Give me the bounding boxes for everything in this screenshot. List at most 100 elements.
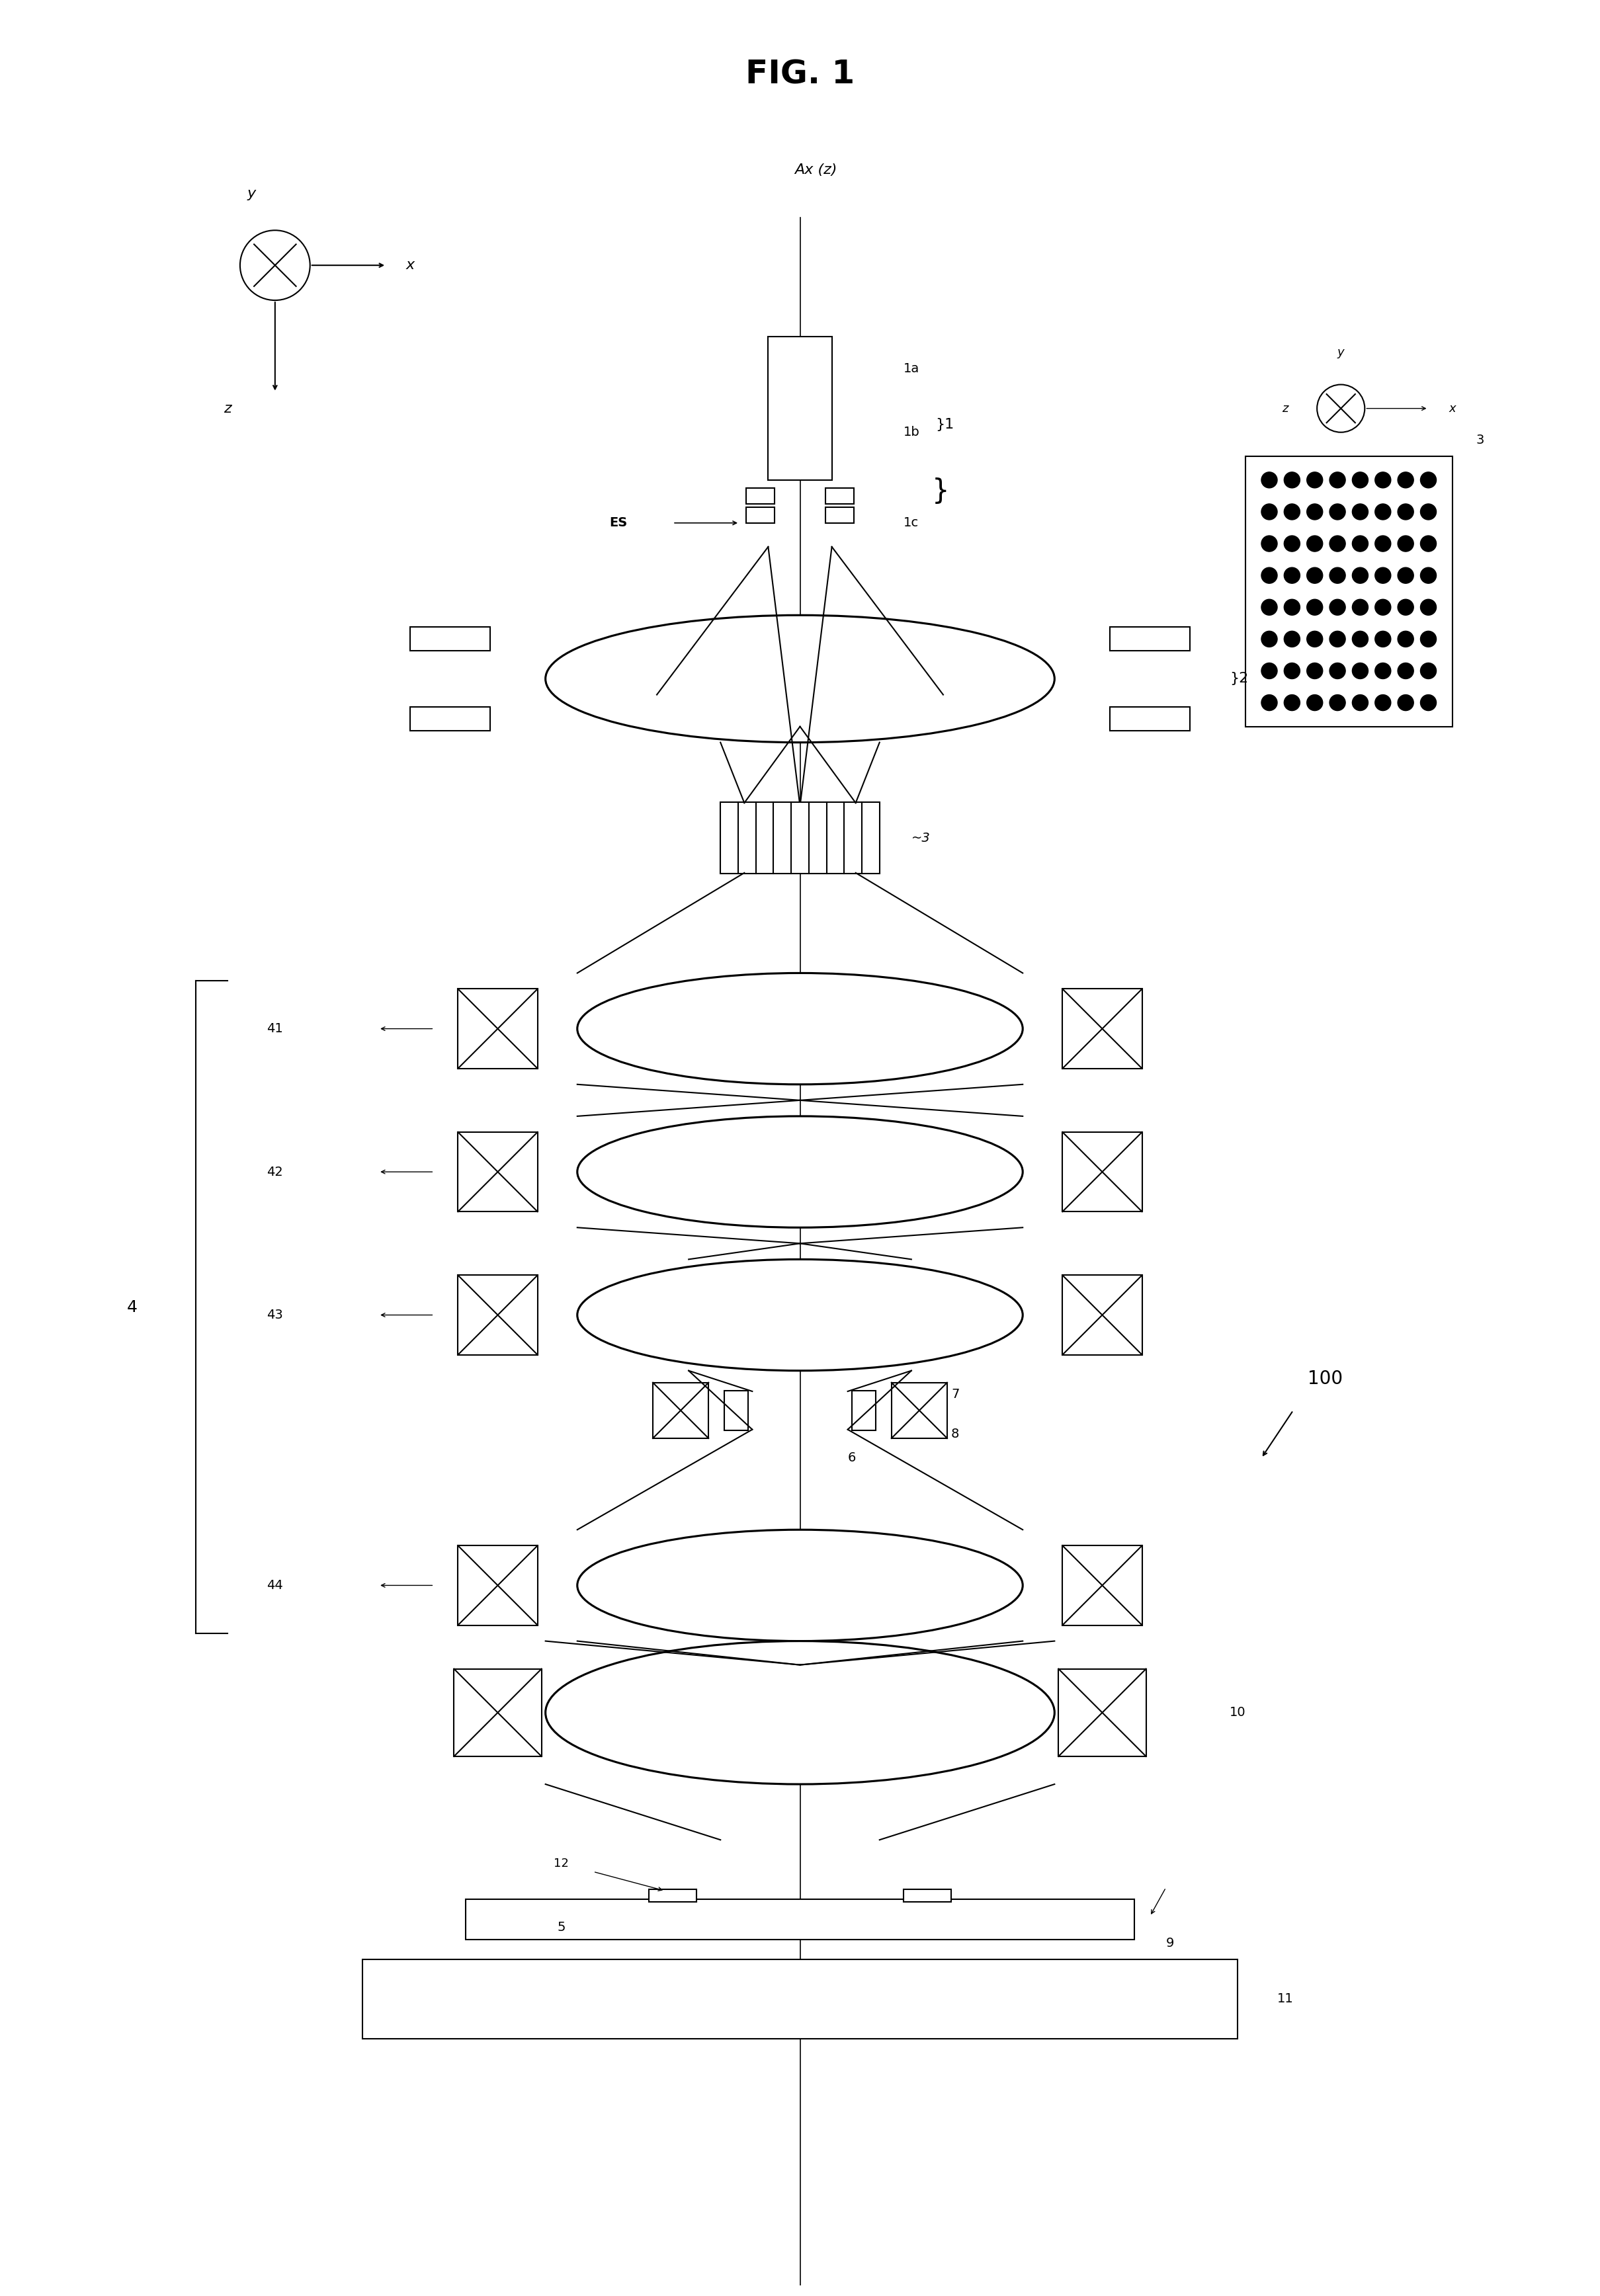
Circle shape xyxy=(1421,664,1437,680)
Circle shape xyxy=(1421,473,1437,489)
Circle shape xyxy=(1261,696,1277,712)
Circle shape xyxy=(1352,599,1368,615)
Circle shape xyxy=(1398,696,1413,712)
Circle shape xyxy=(1261,535,1277,551)
Circle shape xyxy=(1330,535,1346,551)
Text: 41: 41 xyxy=(267,1022,283,1035)
Text: y: y xyxy=(246,186,256,200)
Circle shape xyxy=(1261,503,1277,519)
Bar xyxy=(1059,1669,1146,1756)
Bar xyxy=(454,1669,541,1756)
Bar xyxy=(826,507,854,523)
Bar xyxy=(1110,627,1190,652)
Circle shape xyxy=(1374,696,1390,712)
Circle shape xyxy=(1330,567,1346,583)
Circle shape xyxy=(1352,473,1368,489)
Bar xyxy=(1245,457,1453,726)
Bar xyxy=(410,627,490,652)
Circle shape xyxy=(1421,535,1437,551)
Circle shape xyxy=(1330,664,1346,680)
Circle shape xyxy=(1330,696,1346,712)
Circle shape xyxy=(1398,473,1413,489)
Bar xyxy=(1062,1132,1142,1212)
Text: y: y xyxy=(1338,347,1344,358)
Bar xyxy=(826,489,854,503)
Text: 100: 100 xyxy=(1307,1368,1342,1387)
Text: Ax (z): Ax (z) xyxy=(795,163,837,177)
Circle shape xyxy=(1374,631,1390,647)
Text: z: z xyxy=(1282,402,1288,413)
Text: 6: 6 xyxy=(848,1451,856,1465)
Circle shape xyxy=(1285,599,1299,615)
Bar xyxy=(1110,707,1190,730)
Circle shape xyxy=(1285,664,1299,680)
Circle shape xyxy=(1374,567,1390,583)
Text: 42: 42 xyxy=(267,1166,283,1178)
Text: 3: 3 xyxy=(1477,434,1485,445)
Bar xyxy=(650,1890,696,1901)
Circle shape xyxy=(1307,567,1323,583)
Ellipse shape xyxy=(578,1116,1022,1228)
Circle shape xyxy=(1398,664,1413,680)
Circle shape xyxy=(1352,567,1368,583)
Circle shape xyxy=(1261,473,1277,489)
Text: ES: ES xyxy=(610,517,627,528)
Text: 8: 8 xyxy=(950,1428,960,1440)
Circle shape xyxy=(1285,696,1299,712)
Circle shape xyxy=(1398,567,1413,583)
Ellipse shape xyxy=(578,974,1022,1084)
Text: }1: }1 xyxy=(936,418,954,432)
Circle shape xyxy=(1421,696,1437,712)
Text: 4: 4 xyxy=(126,1300,138,1316)
Circle shape xyxy=(1330,631,1346,647)
Circle shape xyxy=(1307,473,1323,489)
Circle shape xyxy=(1398,535,1413,551)
Circle shape xyxy=(1285,535,1299,551)
Text: 12: 12 xyxy=(554,1857,570,1869)
Bar xyxy=(720,801,880,875)
Ellipse shape xyxy=(578,1258,1022,1371)
Circle shape xyxy=(1352,664,1368,680)
Text: x: x xyxy=(1448,402,1456,413)
Text: 11: 11 xyxy=(1277,1993,1294,2004)
Circle shape xyxy=(1330,503,1346,519)
Circle shape xyxy=(1374,503,1390,519)
Circle shape xyxy=(1352,535,1368,551)
Circle shape xyxy=(1421,599,1437,615)
Circle shape xyxy=(1285,631,1299,647)
Bar xyxy=(410,707,490,730)
Text: ~3: ~3 xyxy=(912,831,930,845)
Text: }: } xyxy=(933,478,949,505)
Circle shape xyxy=(1261,599,1277,615)
Circle shape xyxy=(1398,599,1413,615)
Text: 43: 43 xyxy=(267,1309,283,1320)
Circle shape xyxy=(1261,664,1277,680)
Text: }2: }2 xyxy=(1229,673,1248,687)
Bar xyxy=(458,1274,538,1355)
Text: 1b: 1b xyxy=(904,427,920,439)
Text: 7: 7 xyxy=(950,1389,960,1401)
Bar xyxy=(466,1899,1134,1940)
Bar xyxy=(458,1132,538,1212)
Circle shape xyxy=(1421,631,1437,647)
Circle shape xyxy=(1374,664,1390,680)
Bar xyxy=(1062,990,1142,1068)
Circle shape xyxy=(1352,696,1368,712)
Text: 1c: 1c xyxy=(904,517,918,528)
Circle shape xyxy=(1261,567,1277,583)
Text: FIG. 1: FIG. 1 xyxy=(746,60,854,90)
Circle shape xyxy=(1307,599,1323,615)
Bar xyxy=(904,1890,950,1901)
Text: 44: 44 xyxy=(267,1580,283,1591)
Circle shape xyxy=(1398,631,1413,647)
Bar xyxy=(768,338,832,480)
Ellipse shape xyxy=(546,615,1054,742)
Circle shape xyxy=(1307,696,1323,712)
Circle shape xyxy=(1398,503,1413,519)
Text: 9: 9 xyxy=(1166,1938,1174,1949)
Ellipse shape xyxy=(578,1529,1022,1642)
Circle shape xyxy=(1374,535,1390,551)
Circle shape xyxy=(1285,473,1299,489)
Text: x: x xyxy=(406,259,414,271)
Bar xyxy=(1062,1545,1142,1626)
